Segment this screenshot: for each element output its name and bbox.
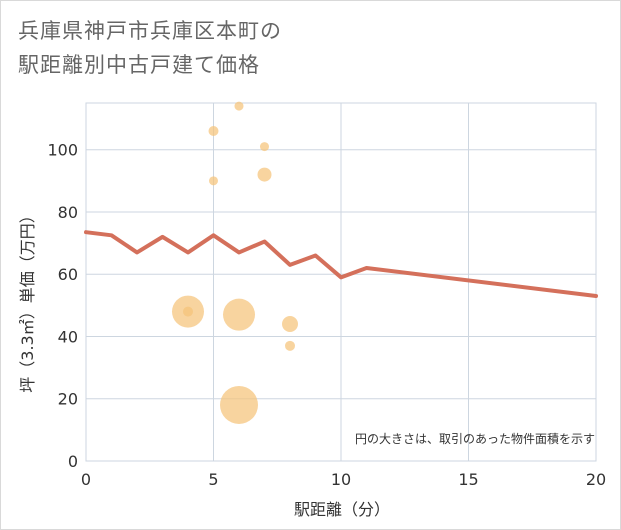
- x-tick-labels: 0 5 10 15 20: [81, 470, 606, 489]
- trend-line: [84, 230, 598, 299]
- y-tick-labels: 0 20 40 60 80 100: [47, 141, 78, 471]
- chart-title: 兵庫県神戸市兵庫区本町の 駅距離別中古戸建て価格: [18, 14, 282, 82]
- y-axis-title: 坪（3.3㎡）単価（万円）: [18, 207, 37, 392]
- data-bubble: [234, 101, 244, 111]
- x-tick-label: 10: [331, 470, 351, 489]
- y-tick-label: 40: [58, 327, 78, 346]
- data-bubble: [220, 385, 258, 424]
- x-tick-label: 0: [81, 470, 91, 489]
- data-bubble: [183, 306, 193, 317]
- y-tick-label: 100: [47, 141, 78, 160]
- x-axis-title: 駅距離（分）: [294, 500, 390, 519]
- bubble-series: [172, 101, 298, 424]
- bubble-size-note: 円の大きさは、取引のあった物件面積を示す: [355, 431, 595, 446]
- title-line-2: 駅距離別中古戸建て価格: [18, 53, 260, 77]
- x-tick-label: 15: [458, 470, 478, 489]
- data-bubble: [208, 126, 219, 137]
- y-tick-label: 80: [58, 203, 78, 222]
- trend-line-series: [84, 230, 598, 299]
- data-bubble: [223, 298, 255, 331]
- data-bubble: [260, 142, 269, 152]
- data-bubble: [282, 316, 298, 333]
- data-bubble: [209, 176, 218, 186]
- y-tick-label: 0: [68, 452, 78, 471]
- x-tick-label: 20: [586, 470, 606, 489]
- title-line-1: 兵庫県神戸市兵庫区本町の: [18, 19, 282, 43]
- data-bubble: [257, 167, 272, 182]
- data-bubble: [285, 340, 295, 351]
- grid-lines: [85, 102, 597, 462]
- x-tick-label: 5: [208, 470, 218, 489]
- y-tick-label: 60: [58, 265, 78, 284]
- y-tick-label: 20: [58, 390, 78, 409]
